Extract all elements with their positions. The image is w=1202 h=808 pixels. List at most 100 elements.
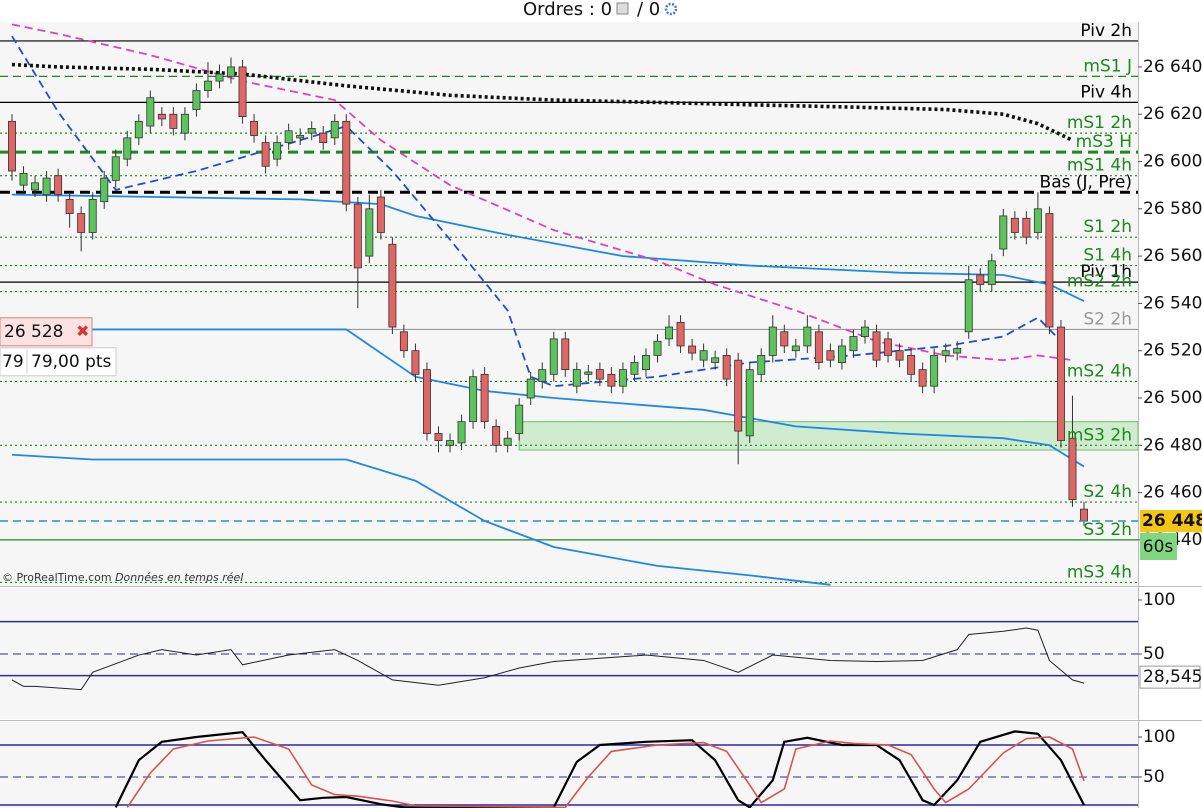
y-tick-label: 26 620: [1143, 104, 1202, 124]
candle-body: [549, 338, 558, 375]
candle-body: [711, 357, 720, 363]
candle-body: [734, 359, 743, 432]
timer-label: 60s: [1143, 537, 1174, 557]
candle-body: [791, 345, 800, 352]
candle-body: [123, 137, 132, 160]
level-label: mS1 J: [1083, 56, 1132, 76]
distance-box: [0, 347, 117, 377]
candle-body: [1056, 326, 1065, 441]
moving-average: [11, 193, 1085, 302]
candle-body: [480, 373, 489, 423]
candle-body: [469, 376, 478, 423]
current-label: 28,545: [1143, 667, 1202, 687]
candle-body: [826, 350, 835, 361]
orders-sep: / 0: [637, 0, 660, 20]
candle-body: [169, 113, 178, 129]
candle-body: [342, 120, 351, 205]
candle-body: [907, 355, 916, 375]
candle-body: [584, 371, 593, 375]
level-label: S2 2h: [1083, 309, 1132, 329]
orders-label: Ordres : 0: [523, 0, 612, 20]
level-label: mS2 2h: [1067, 272, 1132, 292]
candle-body: [492, 425, 501, 446]
moving-average: [11, 35, 1062, 388]
candle-body: [895, 350, 904, 361]
level-label: S3 2h: [1083, 520, 1132, 540]
candle-body: [1033, 208, 1042, 233]
candle-body: [803, 326, 812, 347]
rsi-plot: [0, 620, 1138, 691]
candle-body: [353, 203, 362, 269]
level-label: S1 4h: [1083, 246, 1132, 266]
candle-body: [884, 338, 893, 356]
candle-body: [526, 378, 535, 399]
last-price-badge: [1140, 509, 1202, 532]
candle-body: [284, 130, 293, 144]
y-tick-label: 50: [1143, 644, 1165, 664]
level-label: mS1 4h: [1067, 156, 1132, 176]
candle-body: [538, 369, 547, 382]
orders-icon[interactable]: [616, 2, 629, 15]
settings-icon[interactable]: [664, 2, 678, 16]
candle-body: [503, 437, 512, 446]
y-tick-label: 26 540: [1143, 293, 1202, 313]
candle-body: [676, 321, 685, 347]
stoch-panel: [0, 722, 1138, 808]
timer-badge: [1140, 532, 1177, 560]
y-tick-label: 26 560: [1143, 246, 1202, 266]
candle-body: [215, 73, 224, 82]
candle-body: [780, 331, 789, 347]
candle-body: [422, 369, 431, 434]
indicator-line: [11, 627, 1085, 691]
y-tick-label: 26 460: [1143, 483, 1202, 503]
moving-average: [11, 62, 1074, 142]
candle-body: [399, 331, 408, 352]
y-tick-label: 26 480: [1143, 435, 1202, 455]
level-label: mS3 2h: [1067, 425, 1132, 445]
candle-body: [88, 198, 97, 233]
candle-body: [388, 243, 397, 328]
candle-body: [19, 172, 28, 186]
y-tick-label: 26 640: [1143, 57, 1202, 77]
candle-body: [457, 421, 466, 444]
candle-body: [642, 355, 650, 371]
candle-body: [630, 362, 639, 375]
y-tick-label: 26 500: [1143, 388, 1202, 408]
order-close[interactable]: ✖: [76, 321, 89, 340]
candle-body: [307, 128, 316, 134]
order-marker[interactable]: [0, 317, 93, 347]
level-label: S1 2h: [1083, 217, 1132, 237]
candle-body: [964, 279, 973, 333]
level-label: mS3 H: [1076, 132, 1132, 152]
candle-body: [918, 369, 927, 387]
candle-body: [365, 208, 374, 257]
candle-body: [330, 120, 339, 139]
candle-body: [722, 355, 731, 380]
candle-body: [1045, 213, 1054, 328]
candle-body: [987, 260, 996, 285]
y-tick-label: 26 580: [1143, 199, 1202, 219]
price-panel: [0, 22, 1138, 586]
candle-body: [77, 213, 86, 233]
y-tick-label: 50: [1143, 767, 1165, 787]
candle-body: [8, 120, 16, 172]
candle-body: [837, 345, 846, 363]
level-label: Piv 2h: [1080, 21, 1132, 41]
candle-body: [411, 350, 420, 375]
candle-body: [180, 113, 189, 134]
moving-average: [12, 328, 1085, 468]
level-label: S2 4h: [1083, 482, 1132, 502]
candle-body: [1010, 217, 1019, 233]
y-tick-label: 26 520: [1143, 341, 1202, 361]
distance-value: 79: [2, 352, 24, 372]
candle-body: [768, 326, 777, 356]
candle-body: [745, 369, 754, 437]
level-label: mS3 4h: [1067, 562, 1132, 582]
y-tick-label: 100: [1143, 727, 1175, 747]
level-label: Bas (J, Pre): [1040, 172, 1132, 192]
candle-body: [930, 355, 939, 387]
candle-body: [757, 355, 766, 375]
candle-body: [296, 135, 305, 139]
indicator-line: [114, 730, 1085, 808]
